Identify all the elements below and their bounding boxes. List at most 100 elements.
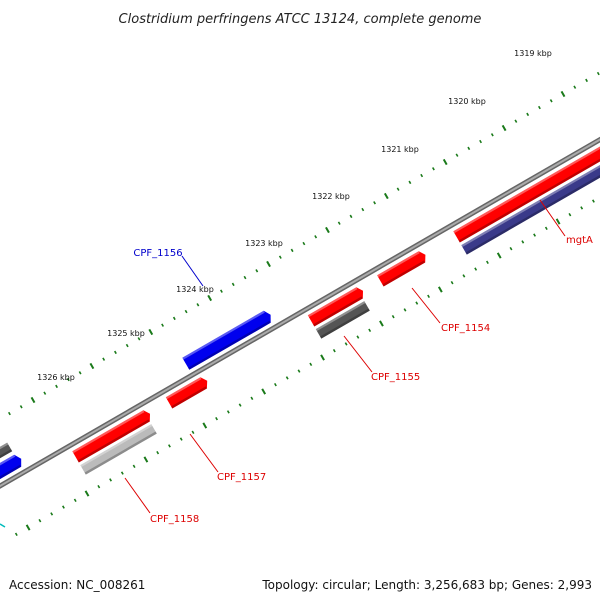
map-title: Clostridium perfringens ATCC 13124, comp… — [119, 12, 482, 27]
leader-line — [411, 287, 441, 324]
tick-mark — [415, 301, 419, 305]
tick-mark — [143, 456, 149, 463]
gene-block-mgta — [453, 146, 600, 243]
tick-mark — [231, 282, 235, 287]
tick-mark — [337, 221, 341, 225]
tick-mark — [125, 343, 129, 348]
tick-mark — [526, 112, 530, 117]
tick-mark — [573, 85, 577, 89]
tick-mark — [533, 233, 536, 237]
tick-mark — [215, 417, 219, 421]
tick-mark — [55, 384, 59, 389]
tick-mark — [391, 315, 395, 319]
tick-mark — [184, 309, 188, 314]
outer-tick-row — [8, 71, 600, 416]
tick-mark — [314, 235, 318, 239]
tick-mark — [486, 260, 489, 264]
tick-mark — [555, 218, 561, 225]
tick-mark — [455, 153, 459, 157]
tick-label: 1321 kbp — [381, 145, 419, 154]
topology-label: Topology: circular; Length: 3,256,683 bp… — [262, 578, 592, 592]
tick-mark — [580, 206, 584, 210]
tick-mark — [396, 187, 400, 191]
tick-mark — [442, 158, 448, 166]
tick-mark — [462, 274, 466, 278]
tick-mark — [120, 471, 124, 475]
tick-label: 1320 kbp — [448, 97, 486, 106]
tick-label: 1322 kbp — [312, 192, 350, 201]
tick-layer: 1319 kbp 1320 kbp 1321 kbp 1322 kbp 1323 kbp… — [8, 49, 600, 536]
tick-mark — [109, 478, 113, 482]
tick-mark — [467, 146, 471, 151]
tick-mark — [403, 308, 407, 312]
tick-mark — [325, 226, 330, 234]
tick-mark — [549, 99, 553, 103]
leader-line — [189, 433, 219, 473]
tick-mark — [349, 214, 353, 219]
tick-mark — [509, 247, 513, 251]
tick-label: 1323 kbp — [245, 239, 283, 248]
edge-fragment — [0, 523, 6, 528]
tick-label: 1325 kbp — [107, 329, 145, 338]
tick-mark — [320, 354, 325, 361]
tick-mark — [420, 173, 424, 178]
leader-line — [343, 335, 373, 373]
gene-label-mgta: mgtA — [539, 199, 593, 246]
tick-mark — [568, 213, 572, 217]
tick-mark — [368, 328, 372, 332]
tick-mark — [521, 240, 525, 244]
tick-label: 1319 kbp — [514, 49, 552, 58]
gene-block-cpf-1155 — [307, 287, 363, 327]
tick-mark — [297, 369, 301, 373]
gene-label-layer: mgtA CPF_1154 CPF_1155 CPF_1156 CPF_1157 CPF_… — [124, 199, 593, 525]
gene-block-left-gray — [0, 442, 13, 459]
tick-mark — [450, 281, 454, 285]
tick-mark — [8, 411, 11, 416]
tick-mark — [332, 349, 336, 353]
tick-mark — [148, 328, 154, 336]
tick-mark — [161, 323, 165, 327]
gene-block-cpf-1156 — [182, 310, 271, 370]
tick-mark — [290, 248, 294, 253]
inner-tick-row — [14, 199, 595, 536]
backbone-layer — [0, 136, 600, 489]
gene-label-cpf-1154: CPF_1154 — [411, 287, 490, 334]
tick-mark — [62, 505, 65, 509]
gene-name: CPF_1156 — [133, 248, 182, 259]
tick-mark — [202, 422, 208, 429]
tick-mark — [132, 464, 136, 468]
tick-mark — [168, 444, 171, 448]
gene-block-cpf-1158-other — [80, 424, 157, 475]
gene-block-mgta-partner — [461, 165, 600, 255]
gene-block-cpf-1154 — [377, 251, 426, 287]
gene-name: CPF_1158 — [150, 514, 199, 525]
tick-mark — [238, 403, 242, 407]
feature-layer — [0, 146, 600, 528]
gene-name: CPF_1154 — [441, 323, 490, 334]
tick-mark — [114, 350, 117, 355]
tick-mark — [537, 105, 541, 110]
gene-label-cpf-1155: CPF_1155 — [343, 335, 420, 383]
tick-mark — [514, 119, 518, 123]
tick-mark — [383, 192, 389, 200]
tick-mark — [496, 252, 502, 259]
gene-block-cpf-1157 — [165, 377, 208, 409]
tick-mark — [585, 78, 588, 83]
tick-mark — [356, 335, 360, 339]
tick-mark — [14, 532, 18, 536]
tick-mark — [379, 320, 384, 327]
tick-mark — [66, 377, 70, 382]
gene-block-cpf-1158 — [72, 410, 150, 463]
tick-mark — [278, 255, 282, 259]
tick-mark — [266, 260, 271, 268]
tick-mark — [274, 383, 277, 387]
genome-backbone-highlight — [0, 138, 600, 488]
accession-label: Accession: NC_008261 — [9, 578, 146, 592]
tick-mark — [30, 396, 36, 404]
gene-name: CPF_1157 — [217, 472, 266, 483]
tick-label: 1324 kbp — [176, 285, 214, 294]
tick-mark — [38, 519, 42, 523]
gene-label-cpf-1158: CPF_1158 — [124, 477, 199, 525]
tick-mark — [102, 357, 106, 361]
